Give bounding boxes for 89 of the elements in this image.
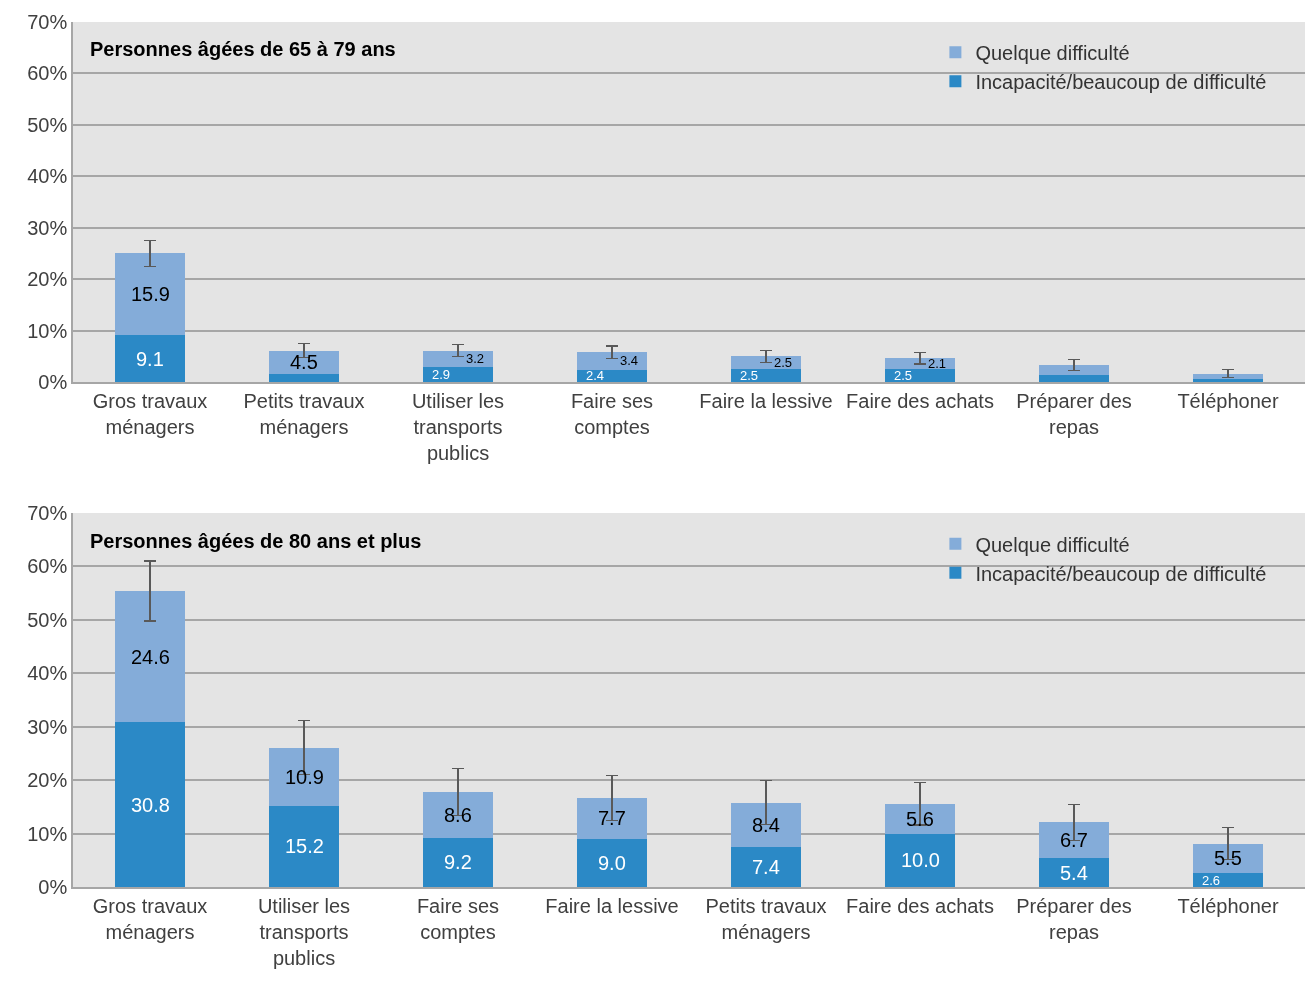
- y-tick-label: 0%: [38, 876, 68, 898]
- bar: [577, 352, 647, 370]
- data-label: 24.6: [131, 646, 170, 668]
- legend-label: Quelque difficulté: [975, 42, 1130, 65]
- bar: [115, 591, 185, 723]
- x-tick-label: Faire ses comptes: [416, 895, 500, 943]
- bar: [1039, 822, 1109, 859]
- x-tick-label: Gros travaux ménagers: [92, 895, 208, 943]
- data-label: 10.0: [901, 849, 940, 871]
- y-tick-label: 20%: [27, 268, 68, 291]
- y-tick-label: 40%: [27, 662, 68, 685]
- data-label: 8.4: [752, 814, 780, 836]
- y-tick-label: 0%: [38, 371, 68, 393]
- bar: [577, 838, 647, 887]
- x-tick-label: Préparer des repas: [1016, 390, 1132, 438]
- bar: [731, 847, 801, 887]
- data-label: 8.6: [444, 804, 472, 826]
- bar: [731, 369, 801, 382]
- legend-label: Incapacité/beaucoup de difficulté: [975, 71, 1267, 94]
- legend-label: Quelque difficulté: [975, 533, 1130, 556]
- x-tick-label: Téléphoner: [1177, 390, 1279, 412]
- y-tick-label: 70%: [27, 11, 68, 33]
- data-label: 2.5: [740, 368, 759, 383]
- data-label: 5.5: [1214, 847, 1242, 869]
- data-label: 2.5: [774, 355, 793, 370]
- bar: [1193, 379, 1263, 382]
- bar: [1039, 365, 1109, 375]
- bar: [423, 837, 493, 887]
- bar: [423, 367, 493, 382]
- data-label: 4.5: [290, 351, 318, 373]
- data-label: 2.5: [894, 368, 913, 383]
- x-tick-label: Téléphoner: [1177, 895, 1279, 917]
- y-tick-label: 40%: [27, 165, 68, 188]
- data-label: 2.6: [1202, 873, 1221, 888]
- y-tick-label: 60%: [27, 555, 68, 578]
- data-label: 30.8: [131, 794, 170, 816]
- bar: [1193, 873, 1263, 887]
- data-label: 15.9: [131, 283, 170, 305]
- bar: [731, 802, 801, 848]
- data-label: 6.7: [1060, 829, 1088, 851]
- text: Personnes âgées de 80 ans et plus: [90, 530, 422, 552]
- x-tick-label: Faire des achats: [846, 390, 994, 412]
- data-label: 15.2: [285, 835, 324, 857]
- x-tick-label: Petits travaux ménagers: [705, 895, 827, 943]
- y-tick-label: 50%: [27, 113, 68, 136]
- x-tick-label: Petits travaux ménagers: [243, 390, 365, 438]
- bar: [115, 335, 185, 382]
- bar: [1039, 858, 1109, 887]
- data-label: 7.4: [752, 856, 780, 878]
- bar: [115, 722, 185, 887]
- data-label: 9.2: [444, 851, 472, 873]
- bar: [885, 833, 955, 887]
- bar: [423, 791, 493, 838]
- bar: [115, 253, 185, 336]
- data-label: 10.9: [285, 766, 324, 788]
- y-tick-label: 30%: [27, 216, 68, 239]
- y-tick-label: 10%: [27, 319, 68, 342]
- y-tick-label: 50%: [27, 608, 68, 631]
- x-tick-label: Préparer des repas: [1016, 895, 1132, 943]
- y-tick-label: 70%: [27, 502, 68, 524]
- data-label: 3.4: [620, 353, 639, 368]
- x-tick-label: Faire ses comptes: [570, 390, 654, 438]
- data-label: 9.1: [136, 348, 164, 370]
- data-label: 2.1: [928, 356, 947, 371]
- x-tick-label: Gros travaux ménagers: [92, 390, 208, 438]
- x-tick-label: Faire la lessive: [699, 390, 833, 412]
- x-tick-label: Utiliser les transports publics: [411, 390, 505, 464]
- data-label: 9.0: [598, 852, 626, 874]
- y-tick-label: 10%: [27, 822, 68, 845]
- bar: [885, 369, 955, 382]
- data-label: 2.4: [586, 368, 605, 383]
- bar: [577, 797, 647, 839]
- legend-label: Incapacité/beaucoup de difficulté: [975, 562, 1267, 585]
- y-tick-label: 30%: [27, 715, 68, 738]
- x-tick-label: Utiliser les transports publics: [257, 895, 351, 969]
- data-label: 3.2: [466, 351, 485, 366]
- bar: [1039, 374, 1109, 382]
- text: Personnes âgées de 65 à 79 ans: [90, 38, 396, 60]
- bar: [269, 805, 339, 887]
- data-label: 5.4: [1060, 862, 1088, 884]
- data-label: 2.9: [432, 367, 451, 382]
- y-tick-label: 60%: [27, 62, 68, 85]
- y-tick-label: 20%: [27, 769, 68, 792]
- bar: [269, 747, 339, 806]
- x-tick-label: Faire des achats: [846, 895, 994, 917]
- data-label: 7.7: [598, 807, 626, 829]
- bar: [731, 356, 801, 370]
- bar: [269, 373, 339, 382]
- x-tick-label: Faire la lessive: [545, 895, 679, 917]
